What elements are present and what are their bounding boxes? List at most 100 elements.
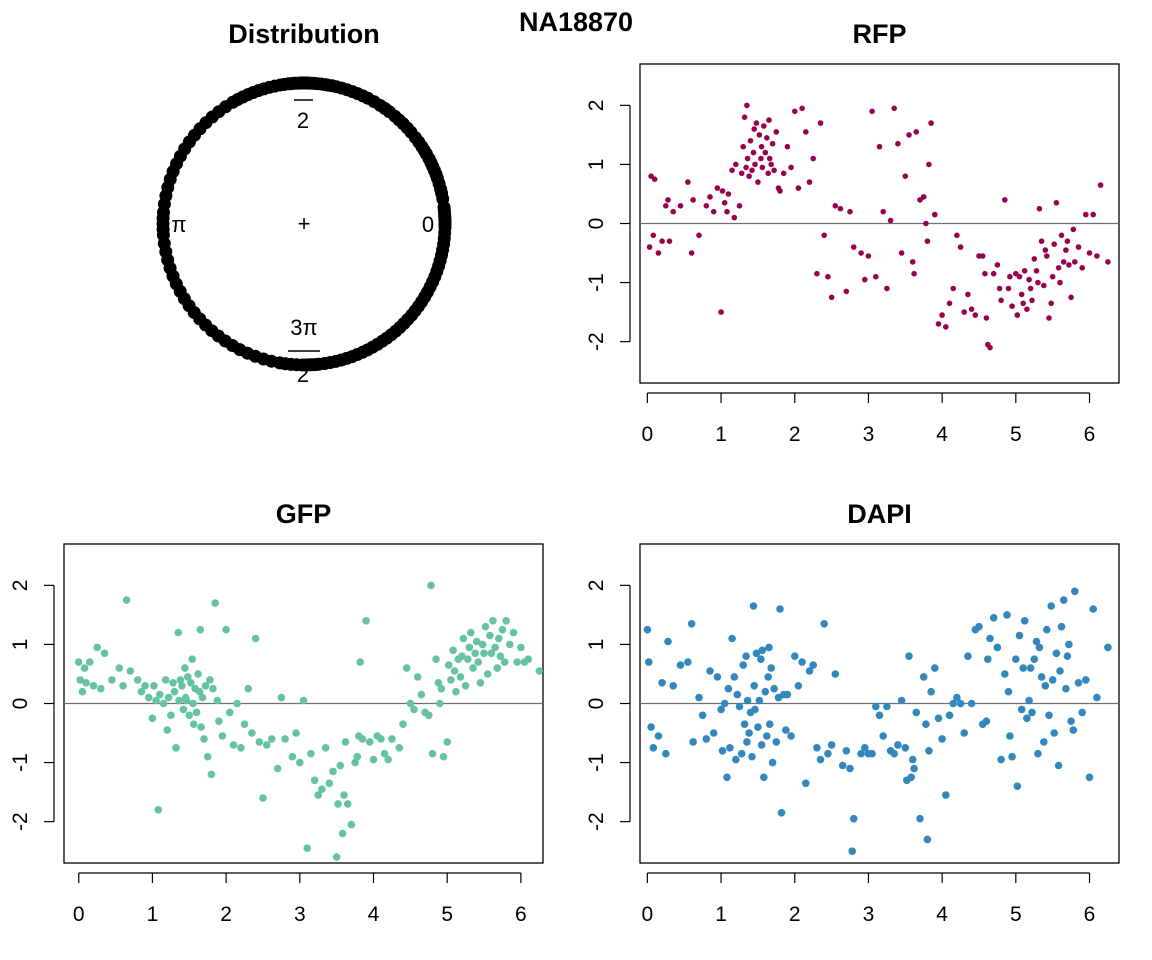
rfp-point — [750, 149, 757, 156]
gfp-point — [513, 658, 521, 666]
rfp-point — [950, 285, 956, 292]
dapi-point — [875, 711, 884, 720]
gfp-point — [288, 752, 297, 761]
rfp-point — [1086, 250, 1093, 256]
dapi-point — [890, 749, 898, 758]
dapi-point — [794, 682, 803, 690]
gfp-point — [402, 664, 411, 672]
gfp-point — [491, 643, 499, 652]
rfp-point — [1026, 276, 1032, 283]
rfp-point — [1083, 211, 1089, 218]
rfp-point — [895, 140, 901, 147]
rfp-point — [979, 253, 986, 259]
gfp-point — [480, 649, 488, 658]
rfp-point — [987, 344, 993, 351]
dapi-point — [643, 625, 652, 634]
rfp-point — [1013, 270, 1019, 277]
gfp-point — [496, 652, 505, 660]
dapi-point — [1085, 773, 1094, 782]
rfp-point — [646, 244, 653, 250]
rfp-point — [746, 173, 752, 179]
gfp-point — [255, 738, 264, 746]
rfp-point — [862, 276, 868, 283]
rfp-point — [887, 217, 894, 224]
gfp-point — [292, 729, 300, 737]
gfp-point — [86, 658, 94, 666]
rfp-point — [795, 185, 802, 191]
gfp-point — [362, 617, 370, 625]
rfp-point — [1048, 300, 1054, 307]
gfp-point — [176, 676, 185, 684]
dapi-point — [739, 661, 747, 669]
dapi-point — [698, 711, 707, 720]
dapi-x-tick-label: 1 — [715, 903, 727, 926]
gfp-point — [218, 732, 227, 740]
gfp-point — [209, 684, 217, 693]
dapi-point — [743, 696, 752, 705]
gfp-point — [524, 655, 533, 663]
dapi-point — [757, 741, 766, 749]
dapi-point — [742, 652, 750, 660]
dapi-point — [654, 732, 663, 740]
dapi-point — [1023, 714, 1031, 723]
dapi-point — [730, 673, 739, 681]
gfp-point — [152, 696, 160, 705]
dapi-point — [967, 699, 976, 708]
rfp-point — [982, 270, 988, 277]
dapi-point — [1050, 729, 1058, 737]
dapi-point — [770, 684, 778, 693]
dapi-point — [695, 693, 703, 702]
dapi-point — [733, 690, 742, 699]
dapi-point — [919, 673, 928, 681]
gfp-point — [187, 679, 195, 687]
rfp-point — [1014, 312, 1021, 318]
rfp-point — [1027, 285, 1034, 292]
dapi-point — [724, 684, 733, 693]
dapi-x-tick-label: 4 — [936, 903, 948, 926]
rfp-point — [773, 129, 780, 135]
dapi-point — [1089, 605, 1097, 613]
dapi-point — [649, 744, 658, 752]
rfp-point — [1041, 282, 1047, 289]
dapi-point — [1004, 687, 1013, 696]
dapi-point — [910, 764, 918, 773]
dapi-point — [1104, 643, 1112, 652]
gfp-point — [161, 676, 170, 684]
dapi-y-tick-label: -1 — [585, 753, 608, 772]
rfp-point — [913, 129, 920, 135]
dapi-point — [764, 673, 772, 681]
dapi-point — [1006, 732, 1014, 740]
rfp-point — [837, 205, 844, 212]
gfp-point — [80, 664, 89, 672]
rfp-point — [998, 297, 1004, 304]
dapi-point — [934, 714, 943, 723]
dapi-point — [1040, 738, 1048, 746]
dapi-point — [1012, 655, 1020, 663]
dapi-point — [1065, 640, 1073, 649]
rfp-point — [935, 321, 942, 327]
rfp-point — [923, 220, 929, 227]
rfp-point — [928, 120, 934, 126]
dapi-point — [689, 738, 697, 746]
gfp-point — [444, 661, 453, 669]
rfp-point — [1005, 285, 1012, 292]
gfp-point — [273, 764, 282, 773]
gfp-point — [172, 744, 180, 752]
dapi-point — [1001, 670, 1009, 678]
distribution-points — [156, 76, 452, 372]
dapi-point — [849, 814, 858, 823]
rfp-point — [1068, 294, 1074, 301]
gfp-x-tick-label: 0 — [73, 903, 85, 926]
dapi-point — [1057, 622, 1066, 631]
dapi-point — [883, 702, 891, 711]
rfp-point — [876, 143, 883, 150]
gfp-point — [486, 631, 494, 640]
dapi-panel: DAPI 0 1 2 3 4 5 6 -2 -1 0 1 2 — [585, 499, 1120, 926]
gfp-point — [179, 705, 188, 714]
gfp-point — [351, 758, 359, 767]
rfp-point — [756, 132, 763, 138]
rfp-point — [690, 197, 696, 203]
dapi-point — [1047, 602, 1055, 610]
dapi-point — [993, 643, 1002, 652]
